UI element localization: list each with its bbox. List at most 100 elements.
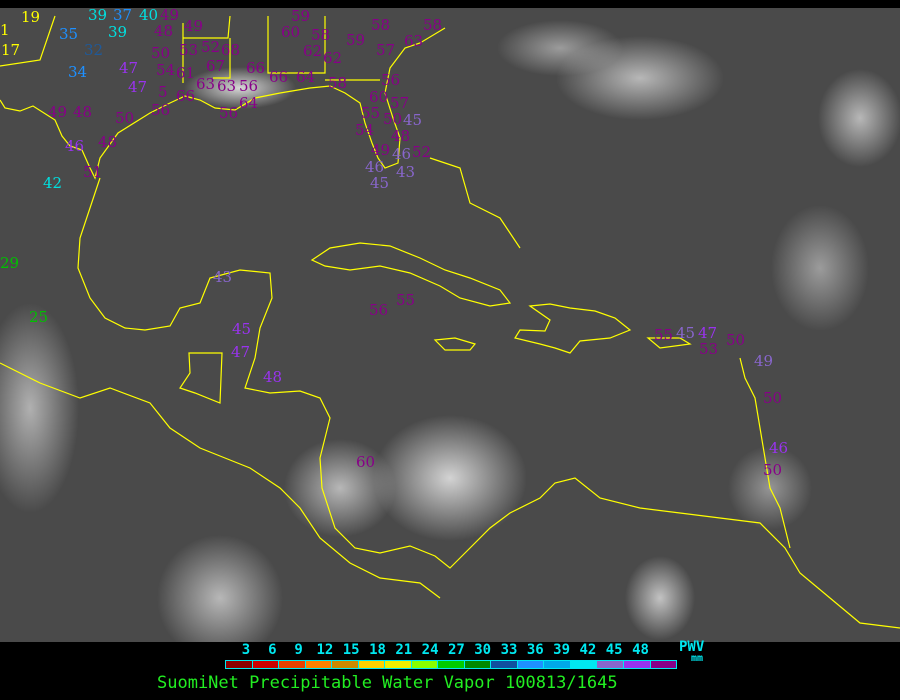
legend-swatch — [517, 661, 545, 668]
station-pwv-label: 49 — [754, 352, 774, 370]
hispaniola — [514, 303, 632, 354]
station-pwv-label: 52 — [412, 143, 432, 161]
legend-swatch — [438, 661, 465, 668]
station-pwv-label: 50 — [383, 110, 403, 128]
lesser-antilles — [739, 357, 791, 549]
legend-swatch — [385, 661, 412, 668]
station-pwv-label: 45 — [676, 324, 696, 342]
legend-swatch — [650, 661, 677, 668]
station-pwv-label: 63 — [404, 32, 424, 50]
station-pwv-label: 46 — [769, 439, 789, 457]
station-pwv-label: 55 — [396, 291, 416, 309]
legend-tick: 48 — [632, 642, 649, 658]
station-pwv-label: 64 — [239, 94, 259, 112]
station-pwv-label: 29 — [0, 254, 20, 272]
station-pwv-label: 46 — [65, 137, 85, 155]
legend-unit: mm — [691, 653, 704, 664]
station-pwv-label: 50 — [726, 331, 746, 349]
legend-tick: 45 — [605, 642, 623, 658]
station-pwv-label: 60 — [356, 453, 376, 471]
station-pwv-label: 49 — [48, 103, 68, 121]
legend-swatch — [252, 661, 280, 668]
station-pwv-label: 56 — [151, 101, 171, 119]
station-pwv-label: 5 — [158, 83, 168, 101]
station-pwv-label: 19 — [21, 8, 41, 26]
station-pwv-label: 49 — [184, 17, 204, 35]
station-pwv-label: 37 — [113, 8, 133, 24]
station-pwv-label: 47 — [231, 343, 251, 361]
station-pwv-label: 47 — [698, 324, 718, 342]
state-borders — [0, 15, 380, 83]
legend-swatch — [491, 661, 518, 668]
legend-swatch — [570, 661, 598, 668]
legend-tick: 18 — [369, 642, 386, 658]
cuba — [310, 242, 512, 307]
station-pwv-label: 1 — [0, 21, 10, 39]
station-pwv-label: 50 — [115, 109, 135, 127]
station-pwv-label: 48 — [154, 22, 174, 40]
station-pwv-label: 66 — [246, 59, 266, 77]
central-america-pacific — [0, 362, 441, 599]
puerto-rico — [646, 337, 692, 349]
station-pwv-label: 35 — [59, 25, 79, 43]
station-pwv-label: 48 — [263, 368, 283, 386]
station-pwv-label: 66 — [176, 87, 196, 105]
legend-tick: 30 — [474, 642, 492, 658]
guatemala-border — [179, 352, 223, 404]
station-pwv-label: 48 — [391, 127, 411, 145]
station-pwv-label: 50 — [763, 461, 783, 479]
station-pwv-label: 59 — [346, 31, 366, 49]
legend-tick: 36 — [526, 642, 544, 658]
station-pwv-label: 62 — [303, 42, 323, 60]
station-pwv-label: 53 — [699, 340, 719, 358]
legend-tick: 42 — [579, 642, 597, 658]
station-pwv-label: 56 — [369, 301, 389, 319]
station-pwv-label: 45 — [232, 320, 252, 338]
legend-swatch — [332, 661, 359, 668]
station-pwv-label: 56 — [381, 71, 401, 89]
legend-tick: 27 — [447, 642, 465, 658]
station-pwv-label: 63 — [196, 75, 216, 93]
station-pwv-label: 43 — [213, 268, 233, 286]
satellite-image: 19 1 17 39 37 40 35 39 32 34 47 47 49 48 49 50 53 52 68 67 5… — [0, 8, 900, 642]
station-pwv-label: 61 — [176, 64, 196, 82]
station-pwv-label: 58 — [328, 74, 348, 92]
legend-tick: 9 — [294, 642, 303, 658]
station-labels: 19 1 17 39 37 40 35 39 32 34 47 47 49 48 49 50 53 52 68 67 5… — [0, 8, 900, 642]
station-pwv-label: 54 — [156, 61, 176, 79]
color-legend: 3 6 9 12 15 18 21 24 27 30 33 36 39 42 45 48 PWV mm Suo… — [0, 639, 900, 700]
station-pwv-label: 48 — [73, 103, 93, 121]
legend-tick: 15 — [342, 642, 360, 658]
station-pwv-label: 58 — [311, 26, 331, 44]
station-pwv-label: 46 — [392, 145, 412, 163]
station-pwv-label: 50 — [151, 44, 171, 62]
mexico-coast — [77, 177, 900, 629]
station-pwv-label: 55 — [361, 104, 381, 122]
legend-tick: 12 — [316, 642, 334, 658]
legend-swatch — [226, 661, 253, 668]
legend-swatch — [305, 661, 333, 668]
bahamas — [429, 157, 521, 249]
us-gulf-coast — [0, 27, 446, 180]
station-pwv-label: 55 — [654, 326, 674, 344]
station-pwv-label: 39 — [108, 23, 128, 41]
legend-tick: 33 — [500, 642, 518, 658]
station-pwv-label: 64 — [296, 68, 316, 86]
legend-tick: 3 — [241, 642, 251, 658]
station-pwv-label: 45 — [403, 111, 423, 129]
station-pwv-label: 42 — [43, 174, 63, 192]
legend-tick: 6 — [268, 642, 277, 658]
station-pwv-label: 46 — [365, 158, 385, 176]
legend-swatch — [279, 661, 306, 668]
jamaica — [433, 337, 477, 351]
station-pwv-label: 51 — [83, 163, 103, 181]
legend-tick: 21 — [395, 642, 413, 658]
legend-swatch — [623, 661, 651, 668]
coastlines — [0, 15, 900, 629]
station-pwv-label: 68 — [221, 41, 241, 59]
legend-tick: 24 — [421, 642, 439, 658]
station-pwv-label: 67 — [206, 57, 226, 75]
station-pwv-label: 45 — [370, 174, 390, 192]
station-pwv-label: 49 — [160, 8, 180, 24]
station-pwv-label: 50 — [763, 389, 783, 407]
